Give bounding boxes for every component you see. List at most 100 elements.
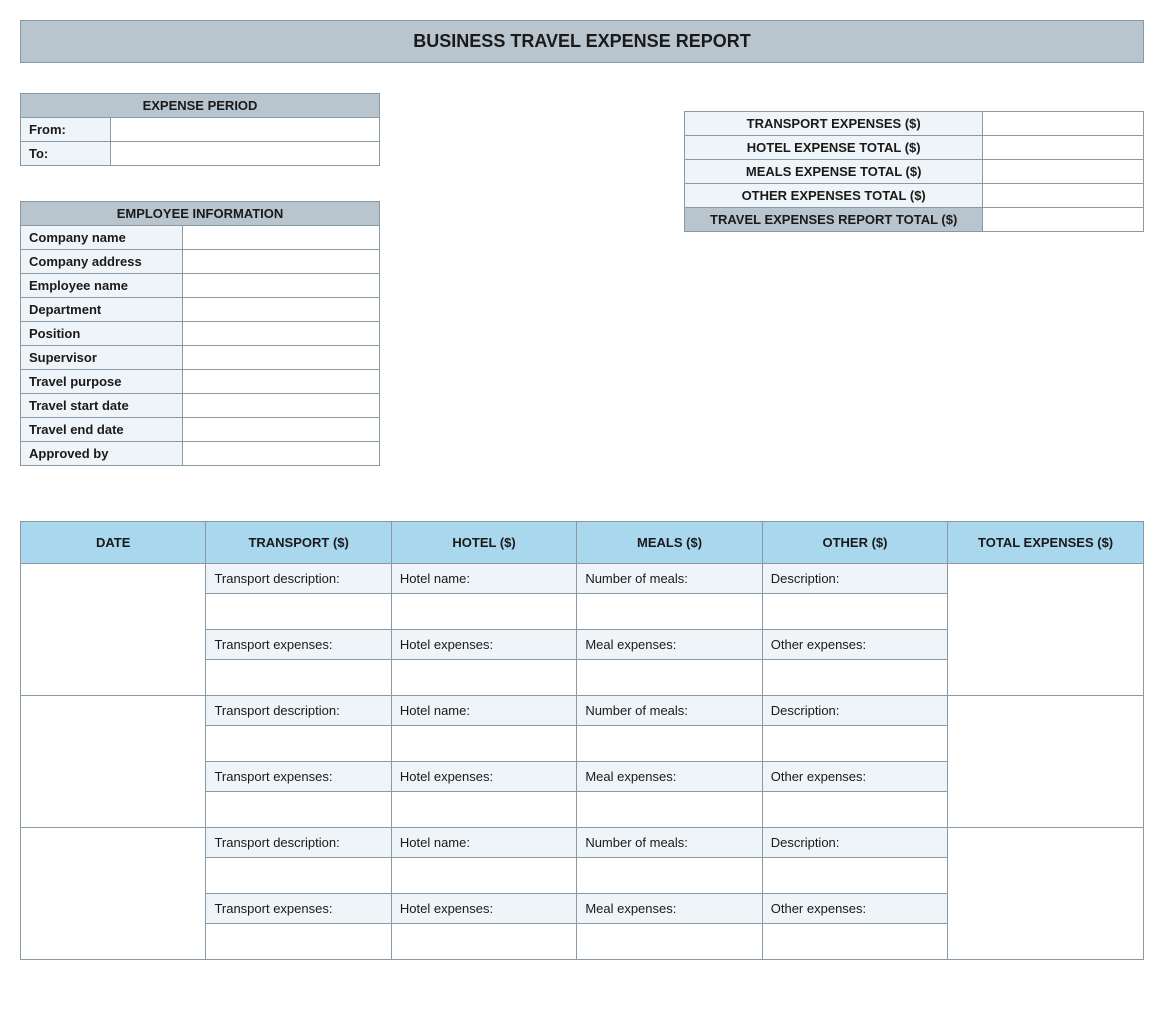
hotel-exp-value[interactable] [391,924,576,960]
employee-field-label: Company name [21,226,183,250]
transport-desc-label: Transport description: [206,828,391,858]
hotel-name-label: Hotel name: [391,828,576,858]
employee-field-value[interactable] [182,394,379,418]
other-exp-value[interactable] [762,660,947,696]
transport-exp-label: Transport expenses: [206,762,391,792]
employee-field-value[interactable] [182,298,379,322]
transport-desc-value[interactable] [206,726,391,762]
num-meals-value[interactable] [577,594,762,630]
other-desc-label: Description: [762,696,947,726]
num-meals-label: Number of meals: [577,564,762,594]
period-to-value[interactable] [110,142,379,166]
meal-exp-value[interactable] [577,792,762,828]
employee-info-header: EMPLOYEE INFORMATION [21,202,380,226]
expense-date-cell[interactable] [21,564,206,696]
summary-total-value[interactable] [983,208,1144,232]
transport-exp-label: Transport expenses: [206,630,391,660]
summary-row-value[interactable] [983,112,1144,136]
period-to-label: To: [21,142,111,166]
summary-row-label: TRANSPORT EXPENSES ($) [685,112,983,136]
employee-field-label: Approved by [21,442,183,466]
employee-field-value[interactable] [182,250,379,274]
hotel-exp-label: Hotel expenses: [391,762,576,792]
expense-total-cell[interactable] [948,564,1144,696]
other-exp-label: Other expenses: [762,894,947,924]
expense-date-cell[interactable] [21,696,206,828]
right-column: TRANSPORT EXPENSES ($)HOTEL EXPENSE TOTA… [684,111,1144,466]
other-desc-label: Description: [762,564,947,594]
transport-exp-label: Transport expenses: [206,894,391,924]
transport-desc-value[interactable] [206,594,391,630]
meal-exp-label: Meal expenses: [577,894,762,924]
summary-row-label: OTHER EXPENSES TOTAL ($) [685,184,983,208]
top-area: EXPENSE PERIOD From: To: EMPLOYEE INFORM… [20,93,1144,466]
employee-field-label: Position [21,322,183,346]
employee-field-label: Supervisor [21,346,183,370]
summary-row-value[interactable] [983,184,1144,208]
expense-period-table: EXPENSE PERIOD From: To: [20,93,380,166]
expense-total-cell[interactable] [948,828,1144,960]
num-meals-label: Number of meals: [577,696,762,726]
employee-field-value[interactable] [182,346,379,370]
other-desc-value[interactable] [762,858,947,894]
col-date: DATE [21,522,206,564]
other-desc-value[interactable] [762,726,947,762]
other-exp-value[interactable] [762,792,947,828]
transport-exp-value[interactable] [206,924,391,960]
employee-field-label: Travel purpose [21,370,183,394]
period-from-label: From: [21,118,111,142]
other-desc-label: Description: [762,828,947,858]
summary-table: TRANSPORT EXPENSES ($)HOTEL EXPENSE TOTA… [684,111,1144,232]
expense-table-block: DATE TRANSPORT ($) HOTEL ($) MEALS ($) O… [20,521,1144,960]
period-from-value[interactable] [110,118,379,142]
employee-field-label: Employee name [21,274,183,298]
num-meals-value[interactable] [577,726,762,762]
report-title: BUSINESS TRAVEL EXPENSE REPORT [20,20,1144,63]
other-desc-value[interactable] [762,594,947,630]
summary-row-label: HOTEL EXPENSE TOTAL ($) [685,136,983,160]
summary-row-label: MEALS EXPENSE TOTAL ($) [685,160,983,184]
meal-exp-label: Meal expenses: [577,630,762,660]
expense-date-cell[interactable] [21,828,206,960]
expense-table: DATE TRANSPORT ($) HOTEL ($) MEALS ($) O… [20,521,1144,960]
expense-period-header: EXPENSE PERIOD [21,94,380,118]
hotel-name-label: Hotel name: [391,696,576,726]
transport-desc-value[interactable] [206,858,391,894]
employee-field-value[interactable] [182,442,379,466]
employee-field-label: Travel start date [21,394,183,418]
hotel-name-value[interactable] [391,858,576,894]
num-meals-label: Number of meals: [577,828,762,858]
employee-field-value[interactable] [182,370,379,394]
expense-total-cell[interactable] [948,696,1144,828]
other-exp-value[interactable] [762,924,947,960]
employee-field-value[interactable] [182,274,379,298]
employee-field-value[interactable] [182,418,379,442]
employee-field-value[interactable] [182,226,379,250]
num-meals-value[interactable] [577,858,762,894]
meal-exp-value[interactable] [577,660,762,696]
meal-exp-value[interactable] [577,924,762,960]
transport-exp-value[interactable] [206,792,391,828]
employee-field-label: Department [21,298,183,322]
col-transport: TRANSPORT ($) [206,522,391,564]
hotel-exp-value[interactable] [391,792,576,828]
hotel-exp-label: Hotel expenses: [391,630,576,660]
left-column: EXPENSE PERIOD From: To: EMPLOYEE INFORM… [20,93,380,466]
hotel-exp-label: Hotel expenses: [391,894,576,924]
hotel-name-value[interactable] [391,726,576,762]
meal-exp-label: Meal expenses: [577,762,762,792]
summary-row-value[interactable] [983,136,1144,160]
employee-info-table: EMPLOYEE INFORMATION Company nameCompany… [20,201,380,466]
summary-row-value[interactable] [983,160,1144,184]
col-meals: MEALS ($) [577,522,762,564]
transport-desc-label: Transport description: [206,696,391,726]
employee-field-value[interactable] [182,322,379,346]
hotel-name-value[interactable] [391,594,576,630]
col-hotel: HOTEL ($) [391,522,576,564]
expense-table-header: DATE TRANSPORT ($) HOTEL ($) MEALS ($) O… [21,522,1144,564]
transport-exp-value[interactable] [206,660,391,696]
employee-field-label: Travel end date [21,418,183,442]
hotel-exp-value[interactable] [391,660,576,696]
col-total: TOTAL EXPENSES ($) [948,522,1144,564]
transport-desc-label: Transport description: [206,564,391,594]
